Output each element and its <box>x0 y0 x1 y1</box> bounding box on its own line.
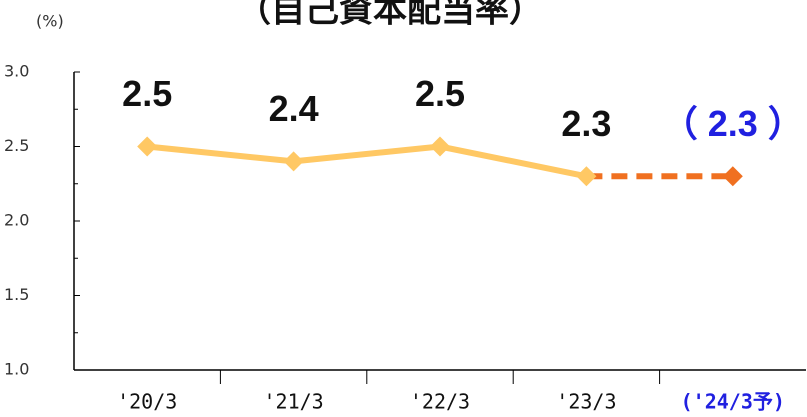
value-label: 2.4 <box>269 88 319 129</box>
marker <box>283 151 304 172</box>
chart-title: （自己資本配当率） <box>237 0 543 31</box>
marker <box>430 136 450 157</box>
value-label: 2.3 <box>561 103 611 144</box>
marker <box>137 136 158 157</box>
x-tick-label: '20/3 <box>117 390 177 414</box>
y-tick-label: 2.0 <box>4 211 29 230</box>
y-unit: (%) <box>36 12 64 31</box>
value-label: 2.5 <box>122 73 172 114</box>
x-tick-label: '21/3 <box>263 390 323 414</box>
value-label: 2.5 <box>415 73 465 114</box>
y-tick-label: 2.5 <box>4 136 29 155</box>
x-tick-label: '22/3 <box>410 390 470 414</box>
y-tick-label: 1.0 <box>4 360 29 379</box>
y-tick-label: 1.5 <box>4 285 29 304</box>
series-line <box>146 143 587 180</box>
marker <box>722 166 743 187</box>
value-label: （ 2.3 ） <box>662 103 804 144</box>
y-tick-label: 3.0 <box>4 62 29 81</box>
marker <box>576 166 597 187</box>
x-tick-label: '23/3 <box>556 390 616 414</box>
x-tick-label: ('24/3予) <box>681 390 785 414</box>
